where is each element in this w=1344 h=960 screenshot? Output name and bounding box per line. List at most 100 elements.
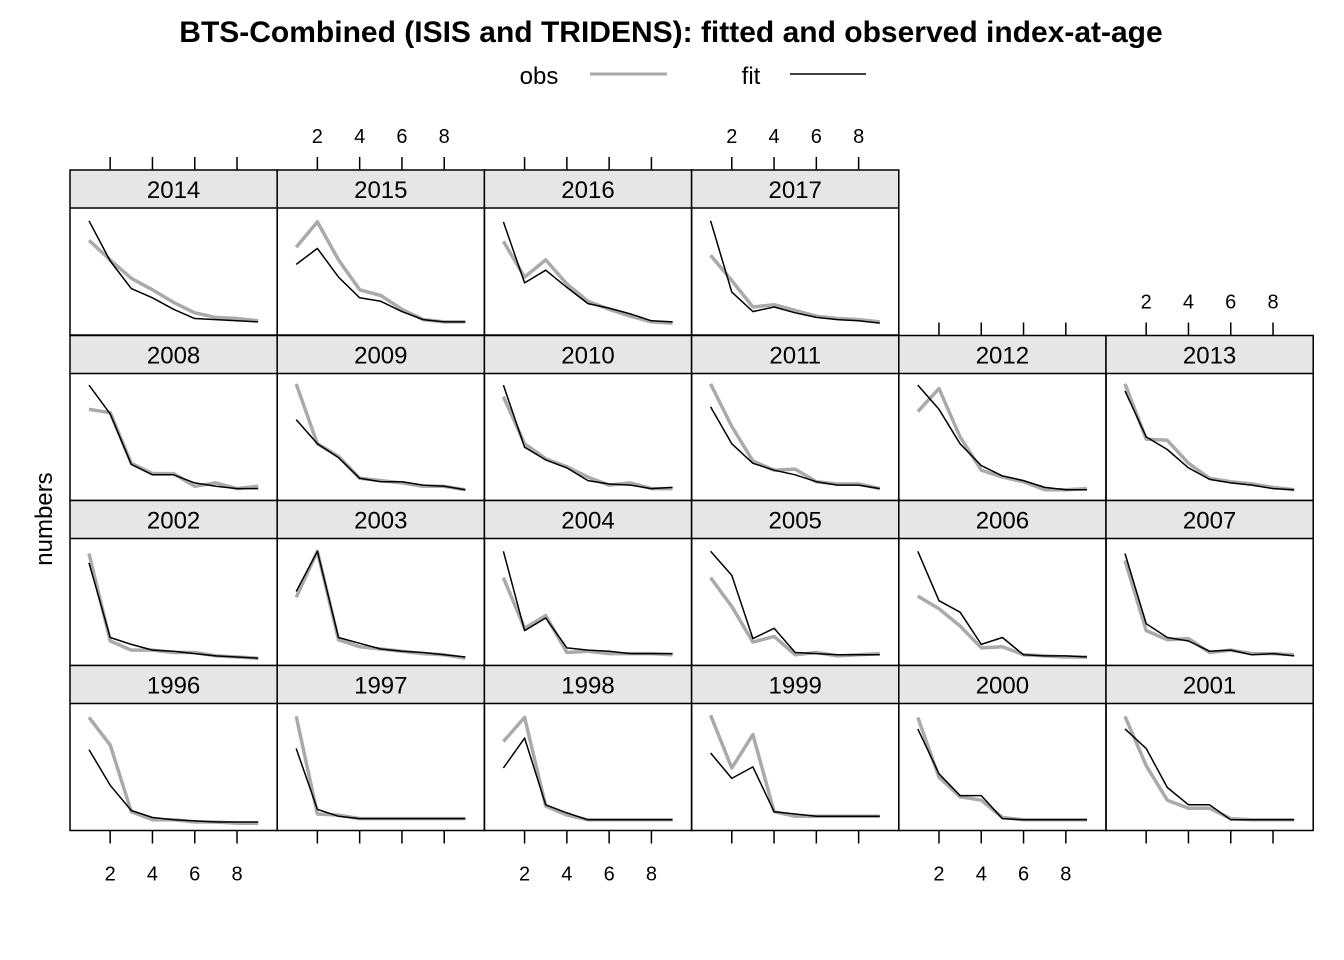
x-tick-label-top-5-4: 4 [1183,292,1194,314]
series-fit-2011 [709,406,880,490]
series-obs-2000 [916,716,1087,822]
panel-2003: 2003 [276,499,486,667]
x-tick-label-top-1-2: 2 [312,126,323,148]
x-tick-label-bottom-2-4: 4 [561,864,572,886]
legend-label-obs: obs [520,63,559,90]
panel-2010: 2010 [483,334,693,502]
strip-label-1996: 1996 [147,673,200,700]
strip-1996 [70,665,278,704]
strip-2007 [1106,500,1314,539]
panel-2014: 2014 [69,169,278,336]
x-tick-label-top-3-6: 6 [811,126,822,148]
panel-2011: 2011 [690,334,900,502]
panel-2004: 2004 [483,499,693,667]
panel-2017: 2017 [690,169,900,336]
x-tick-label-top-3-8: 8 [853,126,864,148]
series-obs-2014 [87,239,259,323]
panel-2015: 2015 [276,169,486,336]
x-tick-label-bottom-0-8: 8 [231,864,242,886]
strip-label-2012: 2012 [976,343,1029,370]
chart-title: BTS-Combined (ISIS and TRIDENS): fitted … [179,16,1162,49]
strip-label-1997: 1997 [354,673,407,700]
strip-label-1998: 1998 [561,673,614,700]
strip-label-2008: 2008 [147,343,200,370]
series-obs-2008 [88,407,259,491]
panel-1999: 1999 [690,664,900,832]
series-fit-2003 [295,550,466,658]
x-tick-label-bottom-2-6: 6 [604,864,615,886]
strip-label-2013: 2013 [1183,343,1236,370]
series-fit-2004 [502,551,673,655]
strip-label-2000: 2000 [976,673,1029,700]
series-obs-2015 [294,220,466,324]
series-obs-2002 [87,553,259,660]
strip-2008 [70,335,278,374]
series-obs-2011 [709,383,881,491]
strip-label-2015: 2015 [354,177,407,204]
x-tick-label-bottom-0-2: 2 [105,864,116,886]
strip-label-2006: 2006 [976,508,1029,535]
x-tick-label-bottom-2-2: 2 [519,864,530,886]
strip-2009 [277,335,485,374]
strip-label-2001: 2001 [1183,673,1236,700]
strip-2012 [898,335,1106,374]
legend: obs fit [520,63,866,90]
series-obs-2013 [1123,383,1295,492]
series-fit-2010 [502,384,673,490]
axis-ticks: 2 4 6 8 2 4 6 8 2 4 6 8 2 4 6 8 2 4 6 8 2 4 6 8 [105,126,1279,886]
x-tick-label-bottom-0-6: 6 [189,864,200,886]
panel-1998: 1998 [483,664,693,832]
series-fit-2014 [88,220,259,323]
panel-2000: 2000 [898,664,1107,832]
series-obs-1996 [87,716,259,825]
panel-border-2001 [1105,664,1314,832]
x-tick-label-bottom-4-4: 4 [976,864,987,886]
strip-2014 [70,170,278,208]
series-fit-1998 [502,737,673,821]
x-tick-label-top-1-6: 6 [396,126,407,148]
panel-2009: 2009 [276,334,486,502]
strip-label-2007: 2007 [1183,508,1236,535]
x-tick-label-bottom-4-8: 8 [1060,864,1071,886]
series-fit-2017 [709,220,880,324]
panel-2012: 2012 [898,334,1107,502]
strip-2011 [691,335,899,374]
strip-2017 [691,170,899,208]
x-tick-label-top-5-2: 2 [1141,292,1152,314]
strip-label-1999: 1999 [769,673,822,700]
series-obs-2016 [501,240,673,325]
strip-label-2005: 2005 [769,508,822,535]
x-tick-label-top-3-2: 2 [726,126,737,148]
series-obs-1999 [708,714,880,819]
series-obs-1998 [502,715,673,822]
x-tick-label-top-5-8: 8 [1267,292,1278,314]
strip-label-2011: 2011 [769,343,821,370]
panel-grid: 2014 2015 2016 2017 2008 2009 2010 2011 2012 2013… [69,169,1314,832]
series-fit-1996 [88,749,259,823]
strip-2004 [484,500,692,539]
x-tick-label-top-3-4: 4 [768,126,779,148]
panel-1997: 1997 [276,664,486,832]
series-fit-2006 [917,551,1088,658]
series-fit-2015 [295,247,466,323]
strip-2010 [484,335,692,374]
panel-2005: 2005 [690,499,900,667]
series-fit-2008 [88,384,259,490]
panel-2007: 2007 [1105,499,1314,667]
series-fit-2013 [1124,390,1295,491]
strip-1999 [691,665,899,704]
x-tick-label-bottom-4-6: 6 [1018,864,1029,886]
panel-2016: 2016 [483,169,693,336]
x-tick-label-top-1-4: 4 [354,126,365,148]
strip-2015 [277,170,485,208]
series-obs-2007 [1123,559,1295,657]
series-obs-2010 [501,395,673,491]
panel-2006: 2006 [898,499,1107,667]
series-obs-2009 [294,383,466,492]
strip-1998 [484,665,692,704]
panel-2008: 2008 [69,334,278,502]
series-obs-2006 [916,594,1087,659]
series-fit-2001 [1124,728,1295,821]
x-tick-label-bottom-2-8: 8 [646,864,657,886]
series-fit-2009 [295,419,466,491]
